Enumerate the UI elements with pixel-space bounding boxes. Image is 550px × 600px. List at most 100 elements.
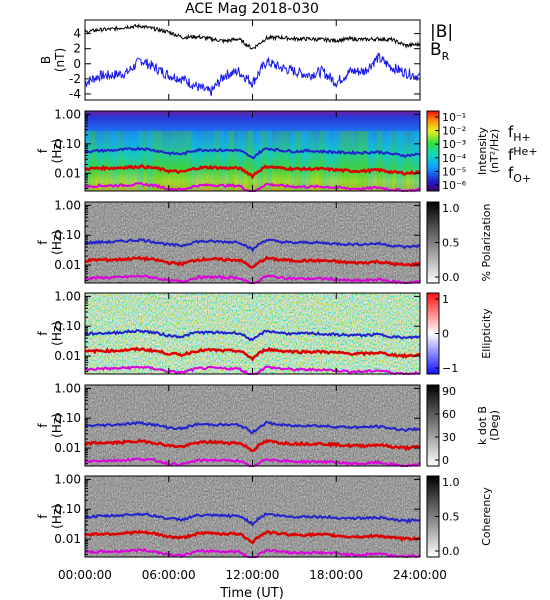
panel0-tick-label: 2 xyxy=(73,42,81,56)
spectrum-column xyxy=(247,131,253,191)
spectrum-column xyxy=(152,131,158,191)
field-legend: |B| BR xyxy=(430,22,453,63)
panel0-tick-label: -2 xyxy=(69,72,81,86)
freq-panel-1: 1.00 0.10 0.01 f (Hz) 1.0 0.5 0.0 % Polarization xyxy=(36,198,493,285)
freq-tick-label: 0.10 xyxy=(54,228,81,242)
x-tick-label: 24:00:00 xyxy=(393,568,447,582)
freq-panel-3: 1.00 0.10 0.01 f (Hz) 90 60 30 0 k dot B (Deg) xyxy=(36,381,501,468)
freq-panel-4: 1.00 0.10 0.01 f (Hz) 1.0 0.5 0.0 Coherency xyxy=(36,472,493,559)
colorbar-tick-label: 10⁻⁶ xyxy=(442,179,467,192)
panel0-frame xyxy=(84,19,421,101)
colorbar-tick-label: 0 xyxy=(442,328,449,341)
colorbar-label: Intensity xyxy=(476,127,489,175)
freq-ylabel: f xyxy=(36,240,50,245)
spectrum-column xyxy=(262,131,268,191)
freq-tick-label: 0.01 xyxy=(54,258,81,272)
freq-tick-label: 1.00 xyxy=(54,472,81,486)
spectrum-column xyxy=(286,131,292,191)
spectrum-column xyxy=(228,131,234,191)
colorbar-tick-label: 0.0 xyxy=(442,271,460,284)
colorbar-tick-label: 10⁻³ xyxy=(442,138,466,151)
spectrum-column xyxy=(252,131,258,191)
freq-tick-label: 0.01 xyxy=(54,349,81,363)
spectrum-column xyxy=(405,131,411,191)
colorbar-label-unit: (Deg) xyxy=(488,410,501,441)
legend-b-total: |B| xyxy=(430,22,453,42)
colorbar-label-unit: (nT²/Hz) xyxy=(488,129,501,173)
freq-tick-label: 0.01 xyxy=(54,532,81,546)
freq-tick-label: 0.10 xyxy=(54,502,81,516)
freq-tick-label: 1.00 xyxy=(54,198,81,212)
spectrum-column xyxy=(376,131,383,191)
spectrum-column xyxy=(400,131,407,191)
frequency-panels: 1.000.100.01f (Hz)10⁻¹10⁻²10⁻³10⁻⁴10⁻⁵10⁻… xyxy=(36,107,501,559)
x-tick-label: 00:00:00 xyxy=(58,568,112,582)
spectrum-column xyxy=(85,131,91,191)
freq-panel-0: 1.00 0.10 0.01 f (Hz) 10⁻¹10⁻²10⁻³10⁻⁴10⁻⁵10⁻… xyxy=(36,107,501,193)
spectrum-column xyxy=(190,131,196,191)
spectrum-column xyxy=(242,131,249,191)
series-f-he xyxy=(84,164,421,180)
series-b-r xyxy=(84,52,421,97)
spectrum-column xyxy=(357,131,364,191)
freq-ylabel: f xyxy=(36,331,50,336)
series-f-he xyxy=(84,529,421,545)
series-f-h xyxy=(84,512,421,528)
spectrum-column xyxy=(185,131,191,191)
freq-tick-label: 0.01 xyxy=(54,441,81,455)
spectrum-column xyxy=(353,131,359,191)
freq-ylabel: f xyxy=(36,514,50,519)
series-f-he xyxy=(84,438,421,453)
colorbar-tick-label: 0 xyxy=(442,454,449,467)
legend-b-r-main: B xyxy=(430,40,442,60)
spectrum-column xyxy=(142,131,148,191)
legend-f-he-main: f xyxy=(508,146,514,164)
panel0-tick-label: 4 xyxy=(73,27,81,41)
spectrum-column xyxy=(276,131,282,191)
series-f-he xyxy=(84,255,421,269)
spectrum-column xyxy=(108,131,115,191)
spectrum-column xyxy=(128,131,134,191)
colorbar-tick-label: 10⁻² xyxy=(442,125,466,138)
freq-ylabel: f xyxy=(36,423,50,428)
spectrum-column xyxy=(175,131,182,191)
spectrum-column xyxy=(314,131,320,191)
legend-f-o-main: f xyxy=(508,164,514,182)
colorbar-label: k dot B xyxy=(476,406,489,445)
freq-tick-label: 0.01 xyxy=(54,166,81,180)
magnetic-field-panel: 420-2-4 B (nT) xyxy=(39,19,421,101)
spectrum-column xyxy=(209,131,215,191)
figure-title: ACE Mag 2018-030 xyxy=(185,1,319,17)
x-tick-label: 18:00:00 xyxy=(309,568,363,582)
spectrum-column xyxy=(257,131,263,191)
spectrum-column xyxy=(295,131,301,191)
x-tick-label: 06:00:00 xyxy=(142,568,196,582)
legend-f-o: fO+ xyxy=(508,164,531,185)
legend-f-h-sub: H+ xyxy=(513,131,531,144)
spectrum-column xyxy=(333,131,340,191)
panel0-tick-label: 0 xyxy=(73,57,81,71)
spectrum-column xyxy=(271,131,277,191)
spectrum-column xyxy=(410,131,416,191)
freq-tick-label: 1.00 xyxy=(54,289,81,303)
freq-ylabel-unit: (Hz) xyxy=(50,321,64,346)
ion-legend: fH+ fHe+ fO+ xyxy=(508,123,538,185)
spectrum-column xyxy=(214,131,220,191)
colorbar-tick-label: −1 xyxy=(442,362,458,375)
freq-tick-label: 0.10 xyxy=(54,137,81,151)
series-f-h xyxy=(84,146,421,160)
freq-ylabel-unit: (Hz) xyxy=(50,230,64,255)
x-axis-label: Time (UT) xyxy=(219,586,284,600)
legend-b-r-sub: R xyxy=(442,50,450,63)
colorbar-label: % Polarization xyxy=(480,204,493,282)
series-f-h xyxy=(84,329,421,342)
colorbar-tick-label: 1 xyxy=(442,293,449,306)
spectrum-column xyxy=(305,131,311,191)
spectrum-column xyxy=(104,131,110,191)
spectrum-column xyxy=(343,131,349,191)
spectrum-column xyxy=(290,131,297,191)
spectrum-column xyxy=(367,131,373,191)
spectrum-column xyxy=(137,131,143,191)
series-b-total xyxy=(84,23,421,50)
freq-tick-label: 1.00 xyxy=(54,381,81,395)
